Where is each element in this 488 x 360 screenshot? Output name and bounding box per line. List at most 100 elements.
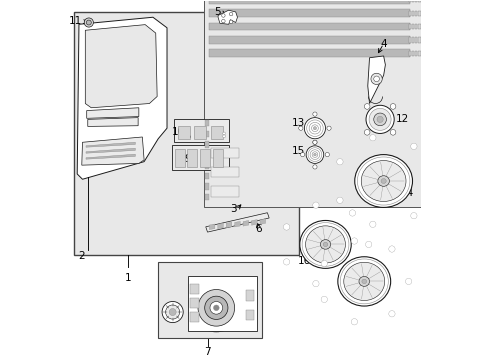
Bar (209, 36, 409, 44)
Circle shape (348, 273, 355, 279)
Bar (209, 23, 409, 30)
Circle shape (348, 210, 355, 216)
Polygon shape (86, 108, 139, 118)
Bar (411, 0, 413, 3)
Circle shape (304, 118, 325, 139)
Text: 2: 2 (78, 251, 84, 261)
Bar (209, 49, 409, 57)
Circle shape (221, 14, 224, 17)
Bar (411, 24, 413, 29)
Circle shape (169, 309, 176, 316)
Polygon shape (86, 148, 135, 153)
Polygon shape (85, 24, 157, 108)
Circle shape (312, 202, 318, 208)
Text: 17: 17 (350, 282, 363, 292)
Bar (209, 0, 409, 4)
Circle shape (364, 104, 369, 109)
Bar (414, 10, 417, 16)
Circle shape (283, 259, 289, 265)
Circle shape (204, 296, 227, 319)
Bar (408, 0, 410, 3)
Bar (204, 184, 208, 190)
Circle shape (283, 224, 289, 230)
Circle shape (428, 178, 434, 184)
Text: 5: 5 (213, 7, 220, 17)
Polygon shape (209, 224, 214, 230)
Bar (203, 0, 422, 207)
Bar (414, 51, 417, 56)
Bar (408, 24, 410, 29)
Circle shape (376, 116, 383, 122)
Circle shape (298, 126, 303, 130)
Circle shape (300, 153, 304, 157)
Circle shape (410, 143, 416, 149)
Bar (204, 194, 208, 201)
Polygon shape (218, 10, 237, 24)
Bar (204, 141, 208, 148)
Ellipse shape (305, 226, 345, 263)
Polygon shape (243, 220, 248, 226)
Text: 9: 9 (184, 154, 191, 164)
Bar (414, 0, 417, 3)
Circle shape (312, 112, 316, 116)
Bar (211, 167, 239, 177)
Bar (408, 51, 410, 56)
Circle shape (222, 132, 225, 135)
Bar (209, 9, 409, 17)
Bar (408, 37, 410, 42)
Bar (418, 24, 420, 29)
Bar (245, 290, 254, 301)
Text: 14: 14 (401, 188, 414, 198)
Bar (189, 298, 198, 308)
Bar (174, 149, 184, 167)
Polygon shape (260, 219, 265, 224)
Circle shape (313, 153, 316, 156)
Circle shape (336, 159, 343, 165)
Circle shape (336, 197, 343, 203)
Ellipse shape (323, 242, 327, 247)
Bar (204, 173, 208, 179)
Bar (172, 145, 228, 170)
Circle shape (312, 165, 316, 169)
Polygon shape (87, 118, 138, 126)
Ellipse shape (343, 262, 384, 301)
Bar (194, 126, 206, 139)
Circle shape (373, 113, 386, 126)
Circle shape (229, 12, 232, 16)
Ellipse shape (320, 240, 330, 249)
Ellipse shape (337, 257, 390, 306)
Circle shape (321, 260, 327, 267)
Bar (189, 312, 198, 322)
Ellipse shape (361, 279, 366, 284)
Polygon shape (86, 142, 135, 147)
Bar (414, 24, 417, 29)
Bar (211, 186, 239, 197)
Circle shape (222, 135, 225, 138)
Circle shape (365, 241, 371, 248)
Bar (204, 152, 208, 158)
Bar (204, 131, 208, 137)
Bar (174, 120, 228, 142)
Bar (189, 284, 198, 294)
Circle shape (213, 305, 219, 311)
Text: 4: 4 (380, 39, 386, 49)
Circle shape (370, 73, 382, 85)
Polygon shape (367, 56, 385, 104)
Circle shape (350, 319, 357, 325)
Bar (200, 149, 209, 167)
Circle shape (388, 246, 394, 252)
Polygon shape (81, 137, 144, 165)
Bar (212, 149, 222, 167)
Polygon shape (226, 222, 231, 228)
Circle shape (84, 18, 93, 27)
Circle shape (192, 284, 240, 332)
Text: 1: 1 (125, 273, 131, 283)
Circle shape (388, 311, 394, 317)
Circle shape (389, 130, 395, 135)
Bar (411, 37, 413, 42)
Circle shape (364, 130, 369, 135)
Bar (204, 162, 208, 169)
Text: 7: 7 (204, 347, 210, 357)
Text: 3: 3 (230, 204, 236, 214)
Circle shape (305, 146, 323, 163)
